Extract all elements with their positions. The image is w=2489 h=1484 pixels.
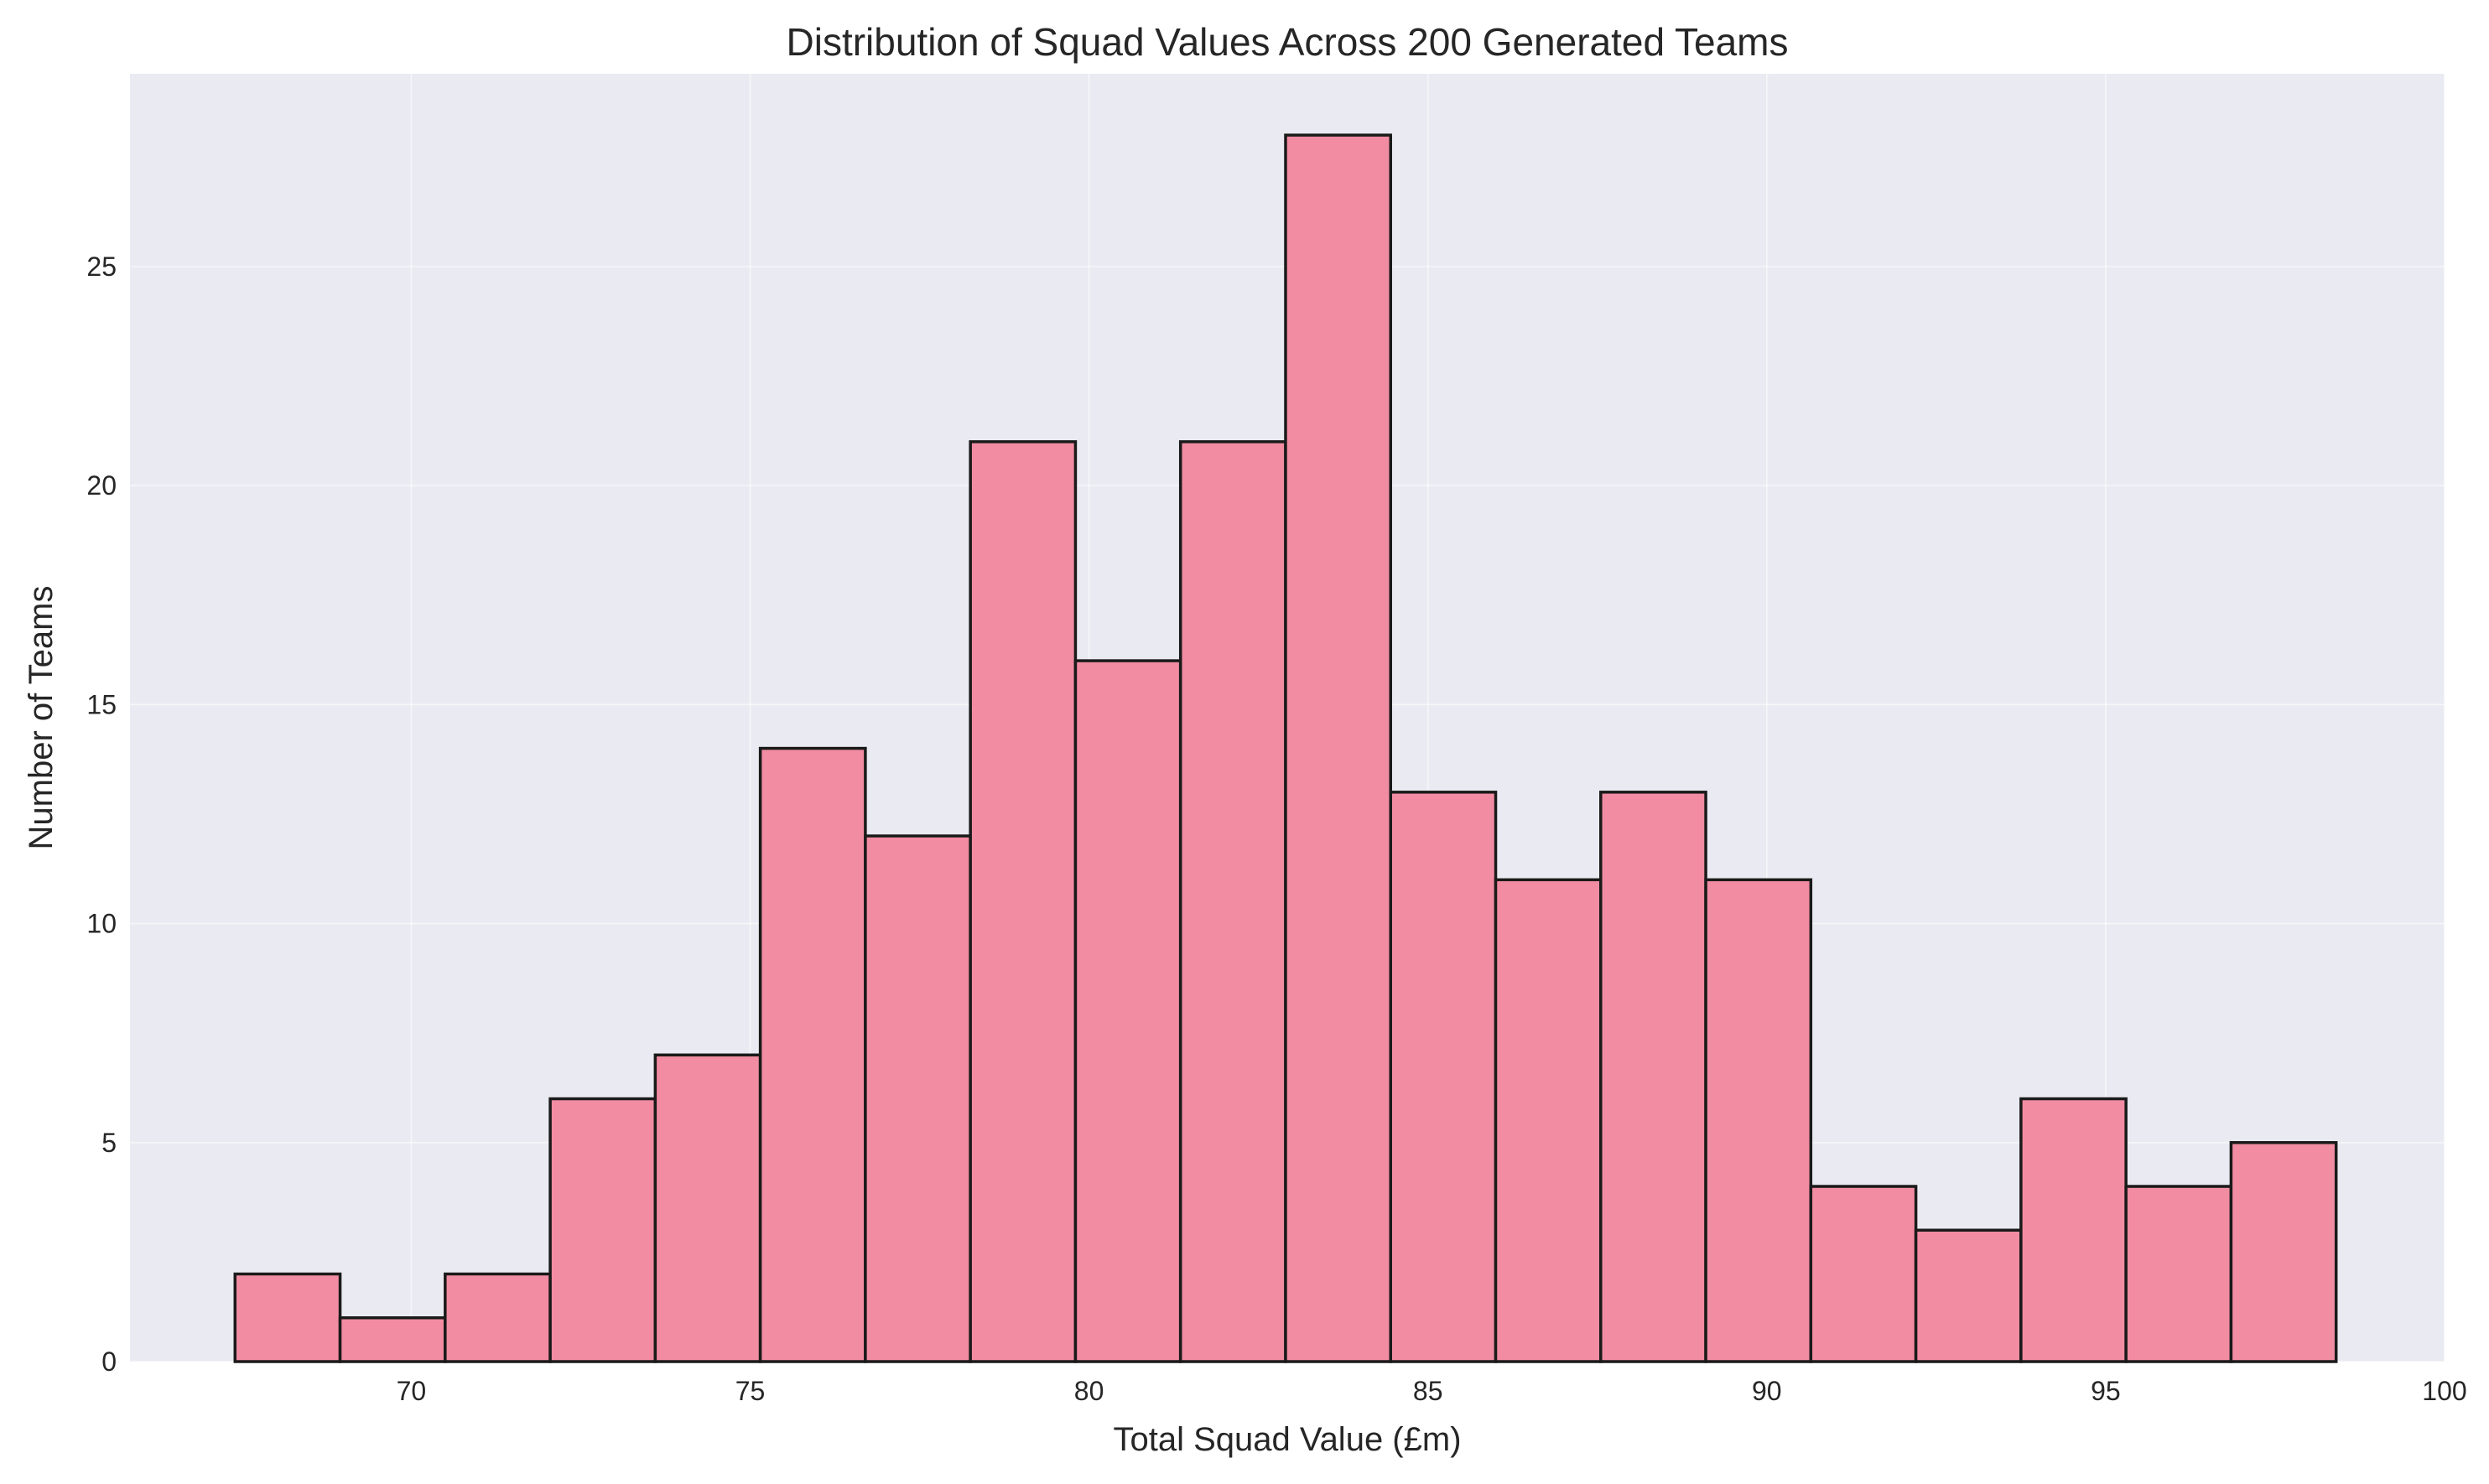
histogram-bar <box>969 440 1078 1363</box>
histogram-bar <box>548 1097 657 1363</box>
histogram-bar <box>1389 791 1498 1363</box>
x-axis-label: Total Squad Value (£m) <box>1113 1421 1461 1458</box>
x-tick-label: 85 <box>1413 1376 1443 1406</box>
histogram-bar <box>1914 1228 2023 1363</box>
y-tick-label: 5 <box>101 1128 117 1158</box>
histogram-bar <box>1494 878 1603 1363</box>
y-axis-label: Number of Teams <box>23 586 60 850</box>
histogram-bar <box>1284 133 1393 1363</box>
histogram-bar <box>2019 1097 2128 1363</box>
histogram-bar <box>758 746 867 1363</box>
histogram-bar <box>653 1053 762 1363</box>
y-tick-label: 20 <box>86 470 117 501</box>
histogram-bar <box>1704 878 1813 1363</box>
histogram-bar <box>1599 791 1707 1363</box>
x-axis-ticks: 70 75 80 85 90 95 100 <box>397 1376 2467 1406</box>
x-tick-label: 100 <box>2422 1376 2466 1406</box>
histogram-bar <box>1073 659 1182 1363</box>
bars <box>233 133 2338 1363</box>
histogram-bar <box>233 1272 342 1363</box>
y-tick-label: 15 <box>86 689 117 719</box>
y-tick-label: 25 <box>86 252 117 282</box>
x-tick-label: 75 <box>735 1376 766 1406</box>
x-tick-label: 70 <box>397 1376 427 1406</box>
histogram-bar <box>2124 1185 2233 1363</box>
chart-title: Distribution of Squad Values Across 200 … <box>787 20 1789 64</box>
x-tick-label: 95 <box>2091 1376 2121 1406</box>
histogram-bar <box>338 1316 447 1363</box>
x-tick-label: 90 <box>1752 1376 1782 1406</box>
histogram-bar <box>2229 1141 2338 1363</box>
histogram-bar <box>1809 1185 1918 1363</box>
x-tick-label: 80 <box>1074 1376 1104 1406</box>
y-tick-label: 10 <box>86 909 117 939</box>
histogram-bar <box>444 1272 552 1363</box>
y-tick-label: 0 <box>101 1346 117 1377</box>
histogram-bar <box>1178 440 1287 1363</box>
y-axis-ticks: 0 5 10 15 20 25 <box>86 252 117 1377</box>
histogram-bar <box>864 834 972 1363</box>
